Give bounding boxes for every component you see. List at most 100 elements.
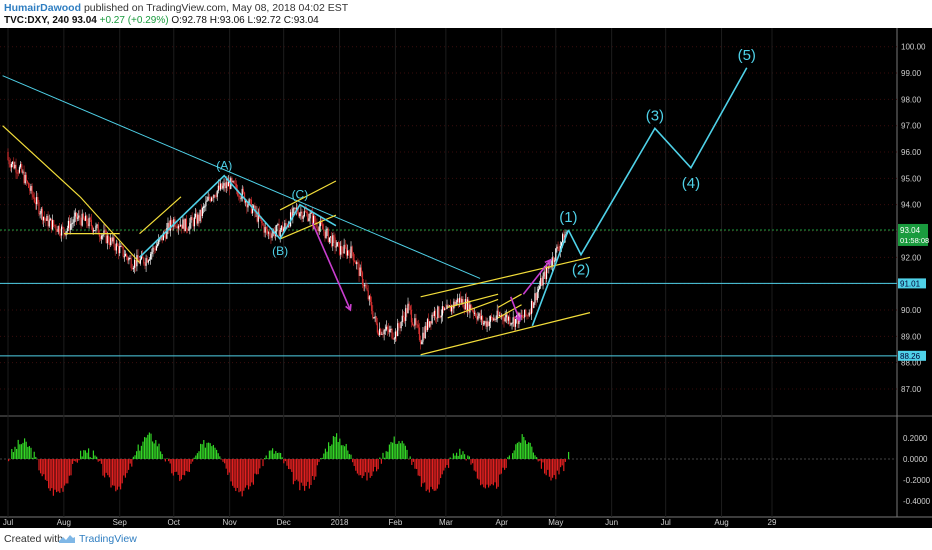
oscillator-bar bbox=[320, 458, 322, 459]
candle-body bbox=[469, 304, 471, 313]
candle-body bbox=[227, 181, 230, 187]
oscillator-bar bbox=[107, 459, 109, 476]
candle-body bbox=[468, 299, 470, 313]
small-down-arrow bbox=[509, 296, 521, 321]
oscillator-bar bbox=[480, 459, 482, 486]
candle-body bbox=[147, 260, 149, 263]
oscillator-bar bbox=[488, 459, 490, 488]
oscillator-bar bbox=[422, 459, 424, 484]
candle-body bbox=[489, 316, 492, 322]
candle-body bbox=[50, 218, 53, 230]
time-tick-label: Aug bbox=[714, 518, 728, 527]
candle-body bbox=[346, 250, 349, 256]
candle-body bbox=[202, 206, 205, 208]
candle-body bbox=[496, 310, 498, 320]
oscillator-bar bbox=[288, 459, 290, 470]
candle-body bbox=[251, 208, 254, 214]
oscillator-bar bbox=[483, 459, 485, 488]
oscillator-bar bbox=[212, 444, 214, 459]
oscillator-bar bbox=[201, 444, 203, 459]
candle-body bbox=[233, 180, 235, 184]
oscillator-bar bbox=[366, 459, 368, 481]
candle-body bbox=[449, 305, 452, 312]
candle-body bbox=[420, 340, 422, 345]
oscillator-bar bbox=[336, 433, 338, 459]
oscillator-bar bbox=[435, 459, 437, 491]
time-tick-label: Feb bbox=[389, 518, 403, 527]
oscillator-bar bbox=[147, 434, 149, 459]
candle-body bbox=[41, 208, 43, 221]
oscillator-bar bbox=[350, 454, 352, 459]
price-chart[interactable]: (A)(B)(C)(1)(2)(3)(4)(5) 101.00100.0099.… bbox=[0, 28, 932, 528]
oscillator-bar bbox=[32, 457, 34, 459]
candle-body bbox=[357, 262, 359, 264]
candle-body bbox=[477, 315, 479, 320]
candle-body bbox=[297, 212, 300, 217]
author-link[interactable]: HumairDawood bbox=[4, 2, 82, 14]
oscillator-bar bbox=[291, 459, 293, 472]
oscillator-bar bbox=[83, 450, 85, 459]
candle-body bbox=[44, 216, 46, 219]
oscillator-bar bbox=[491, 459, 493, 485]
oscillator-bar bbox=[446, 459, 448, 466]
candle-body bbox=[284, 223, 286, 229]
candle-body bbox=[75, 212, 78, 219]
candle-body bbox=[58, 226, 60, 234]
oscillator-bar bbox=[230, 459, 232, 482]
oscillator-bar bbox=[390, 441, 392, 459]
candle-body bbox=[25, 174, 27, 182]
candle-body bbox=[309, 213, 311, 219]
oscillator-bar bbox=[376, 459, 378, 472]
candle-body bbox=[439, 316, 441, 318]
oscillator-bar bbox=[352, 459, 354, 463]
candle-body bbox=[308, 218, 310, 221]
symbol-info: TVC:DXY, 240 93.04 +0.27 (+0.29%) O:92.7… bbox=[4, 15, 319, 26]
oscillator-bar bbox=[395, 443, 397, 459]
candle-body bbox=[335, 246, 337, 248]
candle-body bbox=[116, 243, 119, 247]
candle-body bbox=[113, 237, 115, 247]
oscillator-bar bbox=[552, 459, 554, 478]
candle-body bbox=[558, 249, 560, 252]
candle-body bbox=[205, 201, 207, 207]
candle-body bbox=[484, 321, 486, 324]
candle-body bbox=[306, 211, 308, 213]
candle-body bbox=[424, 325, 426, 339]
candle-body bbox=[256, 211, 258, 222]
oscillator-bar bbox=[25, 441, 27, 459]
oscillator-bar bbox=[440, 459, 442, 479]
oscillator-bar bbox=[459, 448, 461, 459]
oscillator-bar bbox=[321, 457, 323, 459]
candle-body bbox=[134, 259, 136, 268]
oscillator-tick-label: -0.2000 bbox=[903, 476, 931, 485]
oscillator-bar bbox=[428, 459, 430, 493]
tradingview-brand[interactable]: TradingView bbox=[79, 533, 137, 545]
oscillator-bar bbox=[520, 442, 522, 459]
oscillator-bar bbox=[344, 446, 346, 459]
oscillator-bar bbox=[148, 432, 150, 459]
candle-body bbox=[155, 246, 158, 251]
candle-body bbox=[476, 316, 478, 320]
candle-body bbox=[105, 230, 107, 244]
oscillator-bar bbox=[169, 459, 171, 464]
oscillator-bar bbox=[379, 457, 381, 459]
candle-body bbox=[414, 318, 416, 326]
candle-body bbox=[176, 226, 178, 229]
candle-body bbox=[79, 215, 81, 221]
rising-channel-top bbox=[420, 256, 591, 298]
candle-body bbox=[446, 305, 448, 310]
oscillator-bar bbox=[211, 446, 213, 459]
oscillator-bar bbox=[96, 456, 98, 459]
candle-body bbox=[238, 195, 240, 197]
candle-body bbox=[137, 255, 139, 261]
oscillator-bar bbox=[59, 459, 61, 493]
oscillator-bar bbox=[348, 454, 350, 459]
oscillator-bar bbox=[385, 451, 387, 459]
price-tick-label: 97.00 bbox=[901, 122, 922, 131]
oscillator-bar bbox=[115, 459, 117, 492]
oscillator-bar bbox=[400, 443, 402, 459]
oscillator-bar bbox=[56, 459, 58, 493]
candle-body bbox=[445, 308, 447, 310]
candle-body bbox=[382, 333, 384, 335]
candle-body bbox=[372, 311, 374, 318]
